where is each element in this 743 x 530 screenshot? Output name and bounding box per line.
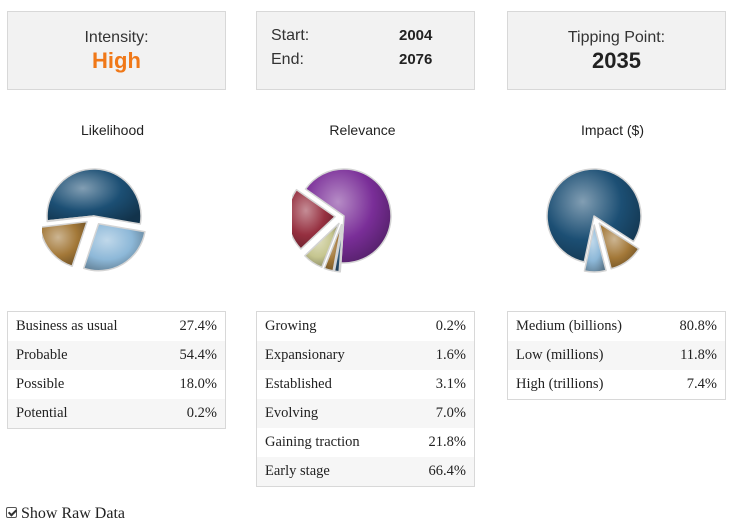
legend-label: Evolving bbox=[256, 399, 404, 428]
pie-slice-low-millions bbox=[598, 222, 640, 270]
pie-slice-expansionary bbox=[333, 224, 344, 273]
legend-label: Early stage bbox=[256, 457, 404, 487]
relevance-legend-table: Growing 0.2% Expansionary 1.6% Established 3.… bbox=[256, 311, 475, 487]
legend-percent: 3.1% bbox=[435, 376, 466, 392]
legend-row-medium-billions: Medium (billions) 80.8% bbox=[508, 312, 726, 342]
legend-label: Established bbox=[265, 376, 332, 392]
legend-label: Possible bbox=[16, 376, 65, 392]
legend-percent: 54.4% bbox=[157, 341, 226, 370]
legend-percent: 1.6% bbox=[403, 341, 475, 370]
relevance-pie-chart bbox=[292, 168, 392, 273]
relevance-chart-title: Relevance bbox=[329, 122, 396, 138]
legend-label: Gaining traction bbox=[265, 434, 360, 450]
legend-row-expansionary: Expansionary 1.6% bbox=[256, 341, 475, 370]
pie-slice-early-stage bbox=[304, 168, 392, 264]
legend-percent: 11.8% bbox=[658, 341, 726, 370]
pie-slice-high-trillions bbox=[583, 224, 607, 273]
show-raw-data-toggle[interactable]: Show Raw Data bbox=[6, 505, 125, 523]
pie-slice-possible bbox=[42, 220, 88, 268]
show-raw-data-label[interactable]: Show Raw Data bbox=[21, 505, 125, 522]
intensity-value: High bbox=[92, 48, 141, 73]
legend-label: Expansionary bbox=[256, 341, 404, 370]
end-value: 2076 bbox=[399, 51, 433, 68]
tipping-point-box: Tipping Point: 2035 bbox=[507, 11, 726, 90]
legend-row-growing: Growing 0.2% bbox=[257, 312, 475, 342]
legend-percent: 18.0% bbox=[179, 376, 217, 392]
legend-row-early-stage: Early stage 66.4% bbox=[256, 457, 475, 487]
impact-pie-chart bbox=[546, 168, 642, 273]
legend-row-established: Established 3.1% bbox=[257, 370, 475, 399]
legend-label: Potential bbox=[7, 399, 158, 429]
likelihood-chart-title: Likelihood bbox=[80, 122, 145, 138]
legend-label: High (trillions) bbox=[516, 376, 604, 392]
show-raw-data-checkbox[interactable] bbox=[6, 507, 17, 518]
legend-percent: 80.8% bbox=[679, 318, 717, 334]
likelihood-legend-table: Business as usual 27.4% Probable 54.4% Possi… bbox=[7, 311, 226, 429]
tipping-point-value: 2035 bbox=[592, 48, 641, 73]
likelihood-pie-chart bbox=[42, 168, 146, 272]
impact-legend-table: Medium (billions) 80.8% Low (millions) 11.8… bbox=[507, 311, 726, 400]
legend-label: Probable bbox=[7, 341, 158, 370]
start-label: Start: bbox=[271, 27, 310, 44]
pie-slice-probable bbox=[46, 168, 142, 225]
impact-chart-title: Impact ($) bbox=[580, 122, 644, 138]
pie-slice-potential bbox=[46, 215, 95, 223]
legend-percent: 0.2% bbox=[435, 318, 466, 334]
pie-slice-business-as-usual bbox=[82, 222, 146, 272]
legend-label: Growing bbox=[265, 318, 317, 334]
legend-percent: 21.8% bbox=[428, 434, 466, 450]
legend-row-probable: Probable 54.4% bbox=[7, 341, 226, 370]
legend-row-high-trillions: High (trillions) 7.4% bbox=[508, 370, 726, 400]
legend-row-gaining-traction: Gaining traction 21.8% bbox=[257, 428, 475, 457]
legend-percent: 7.4% bbox=[686, 376, 717, 392]
pie-slice-established bbox=[323, 223, 343, 272]
legend-percent: 0.2% bbox=[157, 399, 226, 429]
legend-percent: 7.0% bbox=[403, 399, 475, 428]
pie-slice-gaining-traction bbox=[292, 188, 336, 250]
intensity-label: Intensity: bbox=[84, 29, 149, 46]
legend-row-business-as-usual: Business as usual 27.4% bbox=[8, 312, 226, 342]
pie-slice-evolving bbox=[304, 222, 340, 268]
legend-label: Low (millions) bbox=[507, 341, 659, 370]
date-range-box: Start: 2004 End: 2076 bbox=[256, 11, 475, 90]
legend-percent: 27.4% bbox=[179, 318, 217, 334]
legend-row-evolving: Evolving 7.0% bbox=[256, 399, 475, 428]
start-row: Start: 2004 bbox=[271, 27, 461, 45]
pie-slice-medium-billions bbox=[546, 168, 642, 263]
end-label: End: bbox=[271, 51, 304, 68]
legend-row-potential: Potential 0.2% bbox=[7, 399, 226, 429]
legend-row-possible: Possible 18.0% bbox=[8, 370, 226, 399]
legend-label: Business as usual bbox=[16, 318, 118, 334]
legend-label: Medium (billions) bbox=[516, 318, 622, 334]
end-row: End: 2076 bbox=[271, 51, 461, 69]
legend-percent: 66.4% bbox=[403, 457, 475, 487]
start-value: 2004 bbox=[399, 27, 433, 44]
tipping-point-label: Tipping Point: bbox=[567, 29, 666, 46]
intensity-box: Intensity: High bbox=[7, 11, 226, 90]
legend-row-low-millions: Low (millions) 11.8% bbox=[507, 341, 726, 370]
